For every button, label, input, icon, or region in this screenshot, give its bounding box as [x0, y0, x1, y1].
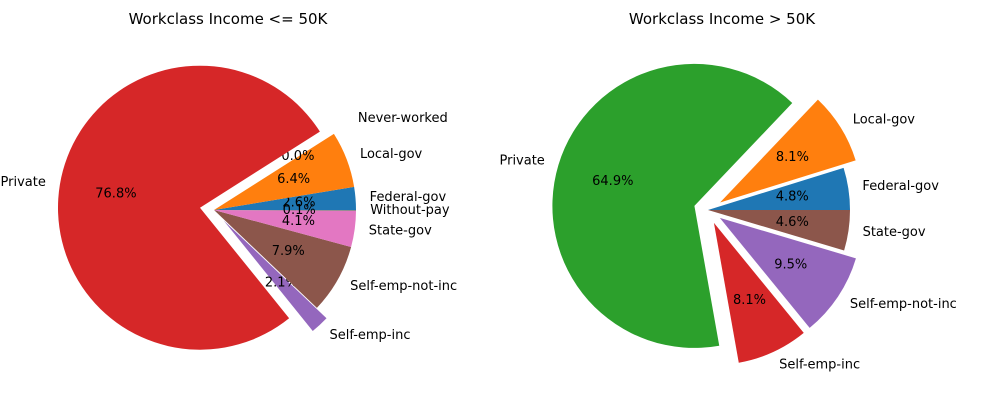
slice-pct-local-gov: 6.4%: [277, 172, 310, 187]
slice-label-never-worked: Never-worked: [358, 111, 448, 126]
pie-chart-income-le-50k: Workclass Income <= 50K Federal-gov 2.6% L…: [1, 10, 457, 350]
pie-slice-self-emp-inc: [223, 220, 327, 331]
pie-slice-private: [57, 65, 320, 350]
slice-label-self-emp-inc: Self-emp-inc: [779, 357, 860, 372]
slice-label-private: Private: [1, 175, 46, 190]
slice-label-federal-gov: Federal-gov: [862, 179, 939, 194]
slice-label-private: Private: [499, 153, 544, 168]
slice-pct-self-emp-inc: 8.1%: [733, 293, 766, 308]
slice-pct-private: 76.8%: [95, 186, 136, 201]
slice-label-self-emp-not-inc: Self-emp-not-inc: [350, 279, 457, 294]
slice-label-self-emp-not-inc: Self-emp-not-inc: [850, 297, 957, 312]
slice-pct-self-emp-not-inc: 9.5%: [774, 258, 807, 273]
pie-slice-self-emp-not-inc: [214, 210, 352, 308]
pie-slice-federal-gov: [708, 167, 850, 210]
slice-label-state-gov: State-gov: [369, 224, 432, 239]
slice-pct-federal-gov: 2.6%: [282, 196, 315, 211]
slice-pct-private: 64.9%: [592, 174, 633, 189]
slice-pct-state-gov: 4.6%: [776, 215, 809, 230]
slice-pct-never-worked: 0.0%: [281, 149, 314, 164]
pie-chart-income-gt-50k: Workclass Income > 50K Federal-gov 4.8% Lo…: [499, 10, 956, 372]
slice-pct-self-emp-not-inc: 7.9%: [272, 244, 305, 259]
pie-slice-state-gov: [214, 210, 356, 248]
pie-slice-local-gov: [214, 133, 355, 210]
slice-label-local-gov: Local-gov: [360, 147, 423, 162]
pie-slice-local-gov: [720, 99, 856, 203]
slice-label-local-gov: Local-gov: [853, 113, 916, 128]
slice-pct-without-pay: 0.1%: [283, 203, 316, 218]
slice-pct-local-gov: 8.1%: [776, 150, 809, 165]
chart-title: Workclass Income > 50K: [629, 10, 816, 28]
slice-pct-state-gov: 4.1%: [282, 214, 315, 229]
slice-label-state-gov: State-gov: [863, 225, 926, 240]
chart-title: Workclass Income <= 50K: [129, 10, 329, 28]
pie-slice-state-gov: [708, 210, 850, 251]
pie-slice-self-emp-not-inc: [719, 217, 856, 328]
pie-slice-self-emp-inc: [713, 222, 804, 363]
pie-slice-private: [552, 63, 793, 348]
slice-label-without-pay: Without-pay: [370, 203, 450, 218]
pie-slice-federal-gov: [214, 186, 356, 210]
slice-pct-federal-gov: 4.8%: [776, 190, 809, 205]
slice-label-self-emp-inc: Self-emp-inc: [329, 328, 410, 343]
slice-label-federal-gov: Federal-gov: [370, 190, 447, 205]
pie-slice-without-pay: [214, 210, 356, 211]
